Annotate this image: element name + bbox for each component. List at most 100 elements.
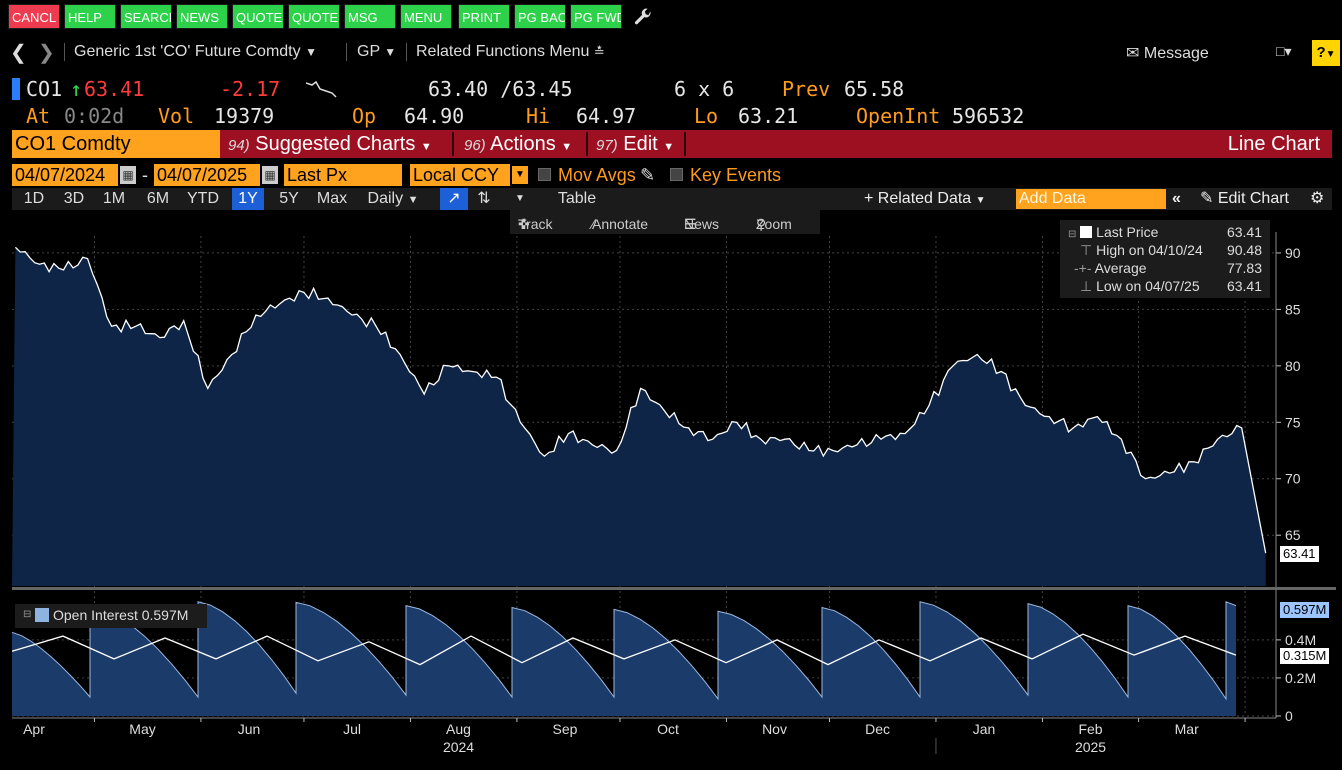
start-date-field[interactable]: 04/07/2024 (12, 164, 118, 186)
crosshair-icon: ✜ (518, 216, 530, 232)
period-button-1d[interactable]: 1D (23, 190, 45, 207)
open-interest-line (11, 601, 1237, 701)
function-key-print[interactable]: PRINT (458, 4, 510, 29)
x-tick-label: Mar (1175, 721, 1199, 737)
add-data-input[interactable]: Add Data (1016, 189, 1166, 209)
security-selector[interactable]: Generic 1st 'CO' Future Comdty ▼ (74, 43, 317, 61)
separator (64, 43, 65, 61)
function-key-help[interactable]: HELP (64, 4, 116, 29)
function-label: GP (357, 43, 380, 60)
x-tick-label: Aug (446, 721, 471, 737)
ticker-field[interactable]: CO1 Comdty (12, 130, 220, 158)
forward-arrow-icon[interactable]: ❯ (38, 42, 55, 64)
related-data-button[interactable]: + Related Data ▼ (864, 188, 986, 212)
envelope-icon: ✉ (1126, 45, 1140, 62)
x-tick-label: Apr (23, 721, 45, 737)
pencil-icon[interactable]: ✎ (640, 165, 656, 185)
currency-select[interactable]: Local CCY (410, 164, 510, 186)
calendar-icon[interactable]: ▦ (120, 166, 136, 184)
period-button-3d[interactable]: 3D (63, 190, 85, 207)
y-tick-label: 65 (1285, 527, 1301, 543)
chart-type-title: Line Chart (1227, 133, 1320, 155)
function-key-quote[interactable]: QUOTE (232, 4, 284, 29)
x-tick-label: Oct (657, 721, 679, 737)
low-label: Lo (694, 104, 719, 128)
collapse-icon[interactable]: « (1172, 190, 1181, 207)
window-menu-icon[interactable]: □▾ (1276, 43, 1292, 59)
function-key-quote[interactable]: QUOTE (288, 4, 340, 29)
last-price-tag: 63.41 (1280, 546, 1319, 562)
high-value: 64.97 (576, 104, 637, 128)
table-button[interactable]: Table (557, 190, 597, 207)
related-functions-menu[interactable]: Related Functions Menu ≛ (416, 43, 605, 61)
message-button[interactable]: ✉ Message (1126, 43, 1209, 63)
function-key-search[interactable]: SEARCH (120, 4, 172, 29)
price-area (12, 247, 1266, 587)
gear-icon[interactable]: ⚙ (1310, 190, 1325, 207)
key-events-label: Key Events (690, 165, 782, 185)
last-price: 63.41 (84, 77, 145, 101)
frequency-select[interactable]: Daily ▼ (357, 188, 429, 210)
date-range-row: 04/07/2024 ▦ - 04/07/2025 ▦ Last Px Loca… (12, 164, 1332, 186)
function-key-cancl[interactable]: CANCL (8, 4, 60, 29)
calendar-icon[interactable]: ▦ (262, 166, 278, 184)
legend-swatch (1080, 226, 1093, 238)
period-toolbar: Daily ▼ ↗ ⇅ ▼ Table + Related Data ▼ Add… (12, 188, 1332, 210)
legend-last-value: 63.41 (1226, 224, 1262, 240)
price-field-select[interactable]: Last Px (284, 164, 402, 186)
menu-number: 94) (228, 137, 250, 154)
period-button-max[interactable]: Max (316, 190, 348, 207)
function-key-news[interactable]: NEWS (176, 4, 228, 29)
chart-tools-bar: ✜ Track ∕ Annotate ☰ News ⚲ Zoom (510, 210, 820, 234)
wrench-icon[interactable] (632, 6, 654, 28)
magnifier-icon: ⚲ (756, 216, 767, 232)
dropdown-icon[interactable]: ▼ (512, 166, 528, 184)
period-button-ytd[interactable]: YTD (187, 190, 219, 207)
actions-menu[interactable]: 96) Actions ▼ (464, 130, 572, 158)
mov-avgs-checkbox[interactable] (538, 168, 551, 181)
dropdown-icon: ▼ (561, 141, 573, 153)
legend-high-label: High on 04/10/24 (1096, 242, 1203, 258)
period-button-1y[interactable]: 1Y (232, 188, 264, 210)
bar-chart-icon[interactable]: ⇅ (477, 190, 491, 207)
edit-menu[interactable]: 97) Edit ▼ (596, 130, 674, 158)
function-key-pg-back[interactable]: PG BACK (514, 4, 566, 29)
function-key-pg-fwd[interactable]: PG FWD (570, 4, 622, 29)
end-date-field[interactable]: 04/07/2025 (154, 164, 260, 186)
add-data-placeholder: Add Data (1019, 190, 1086, 207)
dropdown-icon[interactable]: ▼ (515, 193, 525, 204)
price-legend: ⊟ Last Price 63.41 ⊤ High on 04/10/24 90… (1060, 220, 1270, 298)
help-button[interactable]: ?▼ (1312, 40, 1340, 66)
open-interest-label: OpenInt (856, 104, 941, 128)
key-events-checkbox[interactable] (670, 168, 683, 181)
sparkline-icon (306, 80, 337, 98)
high-label: Hi (526, 104, 551, 128)
line-chart-icon[interactable]: ↗ (440, 188, 468, 210)
suggested-charts-menu[interactable]: 94) Suggested Charts ▼ (228, 130, 432, 158)
dropdown-icon: ▼ (407, 194, 419, 206)
period-button-5y[interactable]: 5Y (279, 190, 299, 207)
y-tick-label: 80 (1285, 358, 1301, 374)
x-tick-label: Jan (973, 721, 996, 737)
period-button-6m[interactable]: 6M (146, 190, 170, 207)
legend-average-value: 77.83 (1226, 260, 1262, 276)
collapse-box-icon[interactable]: ⊟ (23, 609, 32, 620)
help-label: ? (1316, 44, 1326, 61)
edit-chart-button[interactable]: ✎ Edit Chart (1200, 188, 1289, 210)
back-arrow-icon[interactable]: ❮ (10, 42, 27, 64)
security-color-marker (12, 78, 20, 100)
related-data-label: + Related Data (864, 190, 972, 207)
function-key-msg[interactable]: MSG (344, 4, 396, 29)
legend-low-value: 63.41 (1226, 278, 1262, 294)
x-tick-label: May (129, 721, 155, 737)
low-marker-icon: ⊥ (1080, 278, 1093, 294)
collapse-box-icon[interactable]: ⊟ (1068, 229, 1077, 240)
function-key-menu[interactable]: MENU (400, 4, 452, 29)
function-selector[interactable]: GP ▼ (357, 43, 396, 61)
y-tick-label: 75 (1285, 414, 1301, 430)
zoom-label: Zoom (756, 216, 792, 232)
period-button-1m[interactable]: 1M (102, 190, 126, 207)
dropdown-icon: ▼ (384, 45, 397, 59)
oi-y-tick-label: 0.4M (1285, 632, 1316, 648)
